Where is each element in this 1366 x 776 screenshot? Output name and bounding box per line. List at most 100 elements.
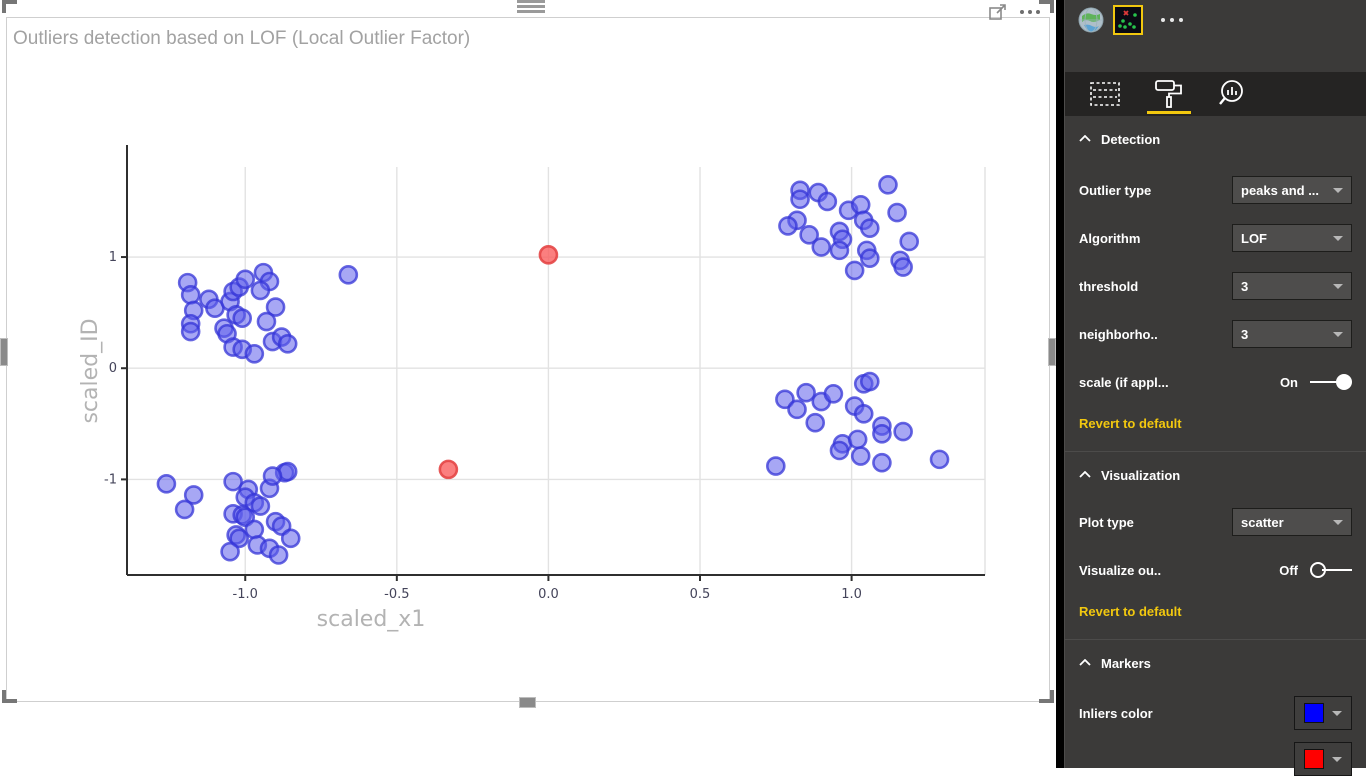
setting-row-inliers-color: Inliers color: [1079, 696, 1352, 730]
outlier-type-dropdown[interactable]: peaks and ...: [1232, 176, 1352, 204]
setting-label: Plot type: [1079, 514, 1134, 530]
scatter-point-inliers[interactable]: [778, 216, 798, 236]
visualize-outliers-toggle[interactable]: [1310, 561, 1352, 579]
resize-handle-top-left[interactable]: [2, 0, 17, 13]
scatter-point-outliers[interactable]: [538, 245, 559, 265]
scatter-point-inliers[interactable]: [235, 269, 256, 290]
scatter-point-inliers[interactable]: [872, 424, 892, 444]
setting-row-algorithm: Algorithm LOF: [1079, 224, 1352, 252]
scatter-point-inliers[interactable]: [872, 452, 892, 473]
scatter-point-inliers[interactable]: [244, 343, 265, 364]
scale-toggle[interactable]: [1310, 373, 1352, 391]
chevron-down-icon: [1333, 283, 1343, 289]
scatter-point-inliers[interactable]: [156, 474, 177, 494]
scatter-point-inliers[interactable]: [847, 429, 868, 450]
scatter-point-inliers[interactable]: [180, 285, 201, 305]
scatter-chart: -1.0 -0.5 0.0 0.5 1.0 -1 0 1 scaled_x1 scaled_ID: [78, 145, 986, 632]
chevron-down-icon: [1333, 519, 1343, 525]
resize-handle-bottom[interactable]: [519, 697, 536, 708]
scatter-point-inliers[interactable]: [174, 499, 195, 520]
scatter-point-inliers[interactable]: [277, 333, 298, 354]
scatter-point-inliers[interactable]: [183, 485, 204, 505]
scatter-point-inliers[interactable]: [893, 257, 913, 277]
setting-label: scale (if appl...: [1079, 374, 1169, 390]
scatter-point-inliers[interactable]: [899, 231, 920, 252]
scatter-point-inliers[interactable]: [805, 412, 826, 433]
scatter-point-inliers[interactable]: [817, 191, 838, 212]
more-visuals-icon[interactable]: [1161, 18, 1183, 22]
setting-label: Algorithm: [1079, 230, 1141, 246]
scatter-point-inliers[interactable]: [250, 496, 271, 516]
scatter-point-inliers[interactable]: [265, 297, 286, 317]
scatter-point-inliers[interactable]: [929, 449, 950, 470]
revert-to-default-link[interactable]: Revert to default: [1079, 416, 1182, 431]
scatter-point-inliers[interactable]: [229, 528, 249, 549]
outliers-color-picker[interactable]: [1294, 742, 1352, 776]
scatter-point-inliers[interactable]: [823, 383, 844, 404]
scatter-point-inliers[interactable]: [829, 440, 850, 461]
scatter-point-inliers[interactable]: [256, 311, 277, 332]
resize-handle-bottom-right[interactable]: [1039, 690, 1054, 703]
section-header-visualization[interactable]: Visualization: [1065, 452, 1366, 496]
section-header-detection[interactable]: Detection: [1065, 116, 1366, 160]
outliers-scatter-visual-icon[interactable]: [1113, 5, 1143, 35]
visual-container[interactable]: [6, 17, 1050, 702]
setting-row-neighborhood: neighborho.. 3: [1079, 320, 1352, 348]
scatter-point-inliers[interactable]: [268, 545, 289, 565]
tab-fields[interactable]: [1083, 72, 1127, 116]
scatter-point-inliers[interactable]: [799, 225, 819, 245]
plot-type-dropdown[interactable]: scatter: [1232, 508, 1352, 536]
scatter-point-inliers[interactable]: [850, 446, 871, 466]
scatter-point-inliers[interactable]: [859, 248, 880, 268]
scatter-point-inliers[interactable]: [811, 237, 832, 257]
scatter-point-inliers[interactable]: [829, 240, 850, 261]
chevron-down-icon: [1333, 187, 1343, 193]
scatter-point-inliers[interactable]: [338, 265, 359, 285]
scatter-point-inliers[interactable]: [232, 308, 253, 328]
scatter-point-inliers[interactable]: [180, 321, 201, 342]
scatter-point-inliers[interactable]: [887, 202, 907, 223]
tab-analytics[interactable]: [1211, 72, 1255, 116]
resize-handle-left[interactable]: [0, 338, 8, 366]
neighborhood-dropdown[interactable]: 3: [1232, 320, 1352, 348]
globe-map-visual-icon[interactable]: [1077, 6, 1105, 34]
resize-handle-top-right[interactable]: [1039, 0, 1054, 13]
drag-grip-icon[interactable]: [517, 0, 545, 15]
scatter-point-inliers[interactable]: [859, 371, 880, 392]
more-options-icon[interactable]: [1020, 10, 1040, 14]
scatter-point-inliers[interactable]: [878, 174, 898, 195]
resize-handle-bottom-left[interactable]: [2, 690, 17, 703]
scatter-point-inliers[interactable]: [250, 280, 271, 301]
threshold-dropdown[interactable]: 3: [1232, 272, 1352, 300]
inliers-color-picker[interactable]: [1294, 696, 1352, 730]
scatter-point-inliers[interactable]: [850, 194, 871, 215]
section-header-markers[interactable]: Markers: [1065, 640, 1366, 684]
color-swatch: [1303, 749, 1324, 769]
scatter-point-inliers[interactable]: [796, 382, 816, 403]
report-canvas: -1.0 -0.5 0.0 0.5 1.0 -1 0 1 scaled_x1 scaled_ID …: [0, 0, 1056, 708]
chevron-down-icon: [1332, 710, 1343, 716]
scatter-point-inliers[interactable]: [223, 471, 243, 492]
algorithm-dropdown[interactable]: LOF: [1232, 224, 1352, 252]
section-divider: [1065, 639, 1366, 640]
scatter-point-inliers[interactable]: [787, 399, 807, 420]
scatter-point-inliers[interactable]: [220, 541, 240, 562]
scatter-point-inliers[interactable]: [893, 421, 913, 442]
scatter-point-inliers[interactable]: [262, 466, 283, 486]
scatter-point-inliers[interactable]: [853, 404, 874, 424]
setting-label: Outlier type: [1079, 182, 1152, 198]
scatter-point-inliers[interactable]: [280, 528, 301, 549]
revert-to-default-link[interactable]: Revert to default: [1079, 604, 1182, 619]
format-pane-tabs: [1065, 72, 1366, 116]
scatter-point-inliers[interactable]: [790, 189, 810, 210]
scatter-point-inliers[interactable]: [766, 456, 786, 476]
focus-mode-icon[interactable]: [988, 2, 1008, 22]
y-tick-label: -1: [104, 472, 117, 487]
resize-handle-right[interactable]: [1048, 338, 1056, 366]
scatter-point-inliers[interactable]: [844, 260, 865, 281]
scatter-point-inliers[interactable]: [244, 519, 265, 540]
x-tick-label: 1.0: [841, 587, 862, 602]
scatter-point-inliers[interactable]: [859, 218, 880, 238]
tab-format[interactable]: [1147, 72, 1191, 116]
scatter-point-outliers[interactable]: [438, 459, 459, 480]
